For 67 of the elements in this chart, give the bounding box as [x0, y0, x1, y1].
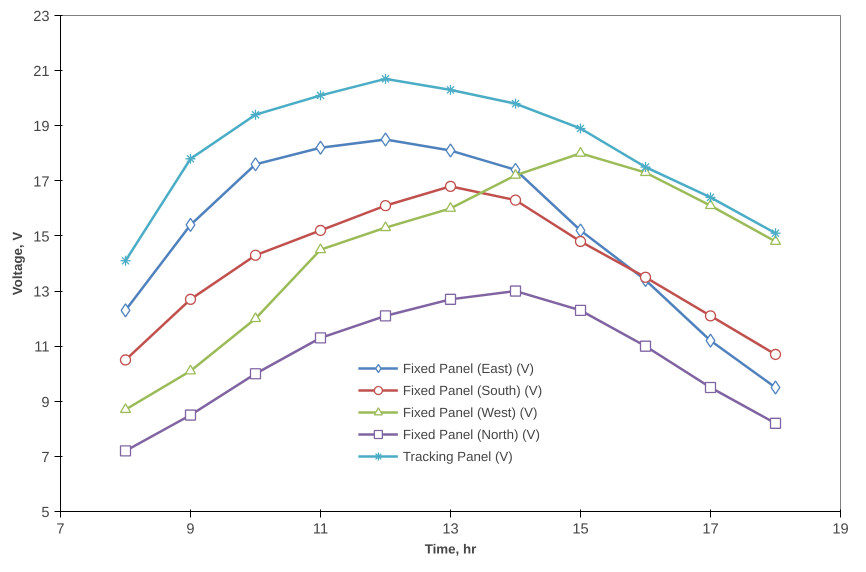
- point: [770, 418, 782, 429]
- legend-label: Tracking Panel (V): [402, 448, 513, 464]
- point: [640, 161, 652, 173]
- point: [574, 236, 586, 248]
- point: [184, 294, 196, 305]
- point: [250, 368, 262, 380]
- point: [250, 312, 262, 322]
- point: [704, 199, 716, 210]
- point: [704, 192, 716, 204]
- x-tick-label: 15: [572, 522, 589, 538]
- x-tick-label: 19: [832, 522, 849, 538]
- legend-label: Fixed Panel (North) (V): [402, 426, 540, 442]
- point: [444, 180, 456, 192]
- y-tick-label: 7: [41, 450, 50, 466]
- point: [120, 403, 132, 414]
- point: [314, 243, 326, 254]
- point: [510, 194, 522, 206]
- point: [120, 445, 132, 457]
- x-tick-label: 11: [312, 522, 328, 538]
- point: [120, 255, 132, 266]
- x-tick-label: 9: [186, 522, 195, 538]
- y-tick-label: 5: [41, 505, 50, 521]
- y-tick-label: 17: [33, 174, 50, 190]
- point: [510, 285, 522, 297]
- point: [184, 153, 196, 164]
- x-tick-label: 17: [702, 522, 719, 538]
- point: [250, 250, 262, 261]
- point: [250, 109, 262, 120]
- legend-label: Fixed Panel (East) (V): [402, 360, 534, 376]
- point: [444, 294, 456, 305]
- y-tick-label: 21: [33, 64, 50, 80]
- point: [184, 409, 196, 421]
- point: [120, 354, 132, 366]
- point: [314, 332, 326, 344]
- point: [640, 340, 652, 352]
- point: [380, 200, 392, 212]
- point: [380, 73, 392, 85]
- point: [510, 98, 522, 110]
- point: [770, 228, 782, 239]
- x-tick-label: 13: [442, 522, 459, 538]
- point: [314, 90, 326, 102]
- y-tick-label: 23: [33, 9, 50, 25]
- point: [184, 364, 196, 375]
- point: [640, 272, 652, 283]
- legend-label: Fixed Panel (West) (V): [402, 404, 538, 420]
- point: [380, 221, 392, 232]
- point: [510, 168, 522, 179]
- y-tick-label: 11: [34, 340, 50, 356]
- point: [444, 84, 456, 96]
- y-axis-title: Voltage, V: [10, 232, 26, 296]
- x-tick-label: 7: [56, 522, 65, 538]
- y-tick-label: 9: [41, 394, 50, 411]
- legend-label: Fixed Panel (South) (V): [402, 382, 542, 398]
- point: [574, 122, 586, 134]
- point: [314, 224, 326, 236]
- point: [704, 382, 716, 394]
- point: [704, 310, 716, 322]
- point: [574, 146, 586, 157]
- point: [770, 235, 782, 245]
- point: [574, 304, 586, 316]
- point: [770, 348, 782, 360]
- y-tick-label: 15: [33, 229, 50, 246]
- point: [380, 310, 392, 322]
- point: [444, 202, 456, 212]
- y-tick-label: 19: [33, 119, 50, 136]
- y-tick-label: 13: [33, 284, 50, 301]
- x-axis-title: Time, hr: [424, 542, 476, 556]
